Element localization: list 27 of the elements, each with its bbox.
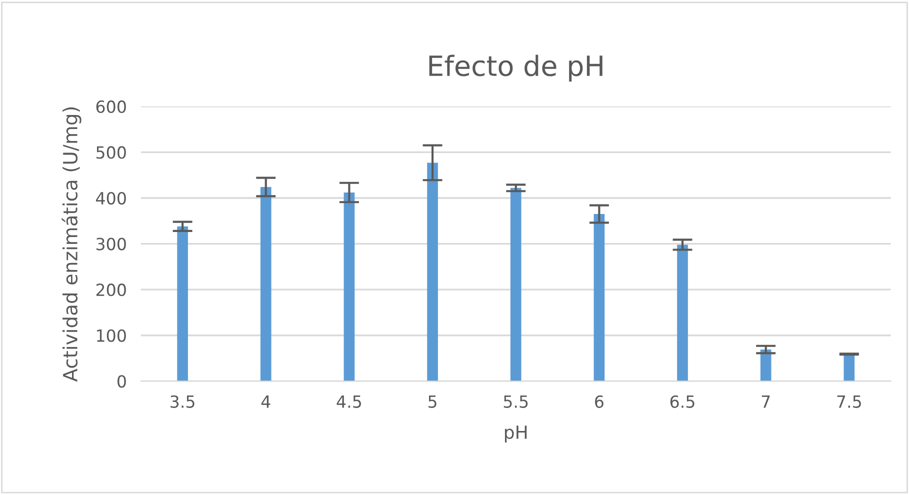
y-tick-label: 400 [96, 192, 126, 205]
y-tick-label: 100 [97, 329, 126, 342]
bar [177, 226, 188, 382]
bar [427, 162, 438, 382]
x-axis-title: pH [504, 426, 527, 443]
bar [344, 192, 355, 382]
y-tick-label: 600 [96, 100, 126, 113]
chart-title: Efecto de pH [429, 54, 602, 82]
x-tick-label: 4.5 [336, 396, 362, 408]
x-tick-label: 6.5 [670, 395, 694, 408]
y-tick-label: 0 [118, 375, 126, 388]
x-tick-label: 3.5 [170, 395, 194, 408]
x-tick-label: 7 [762, 396, 770, 408]
y-tick-label: 200 [96, 284, 126, 296]
x-tick-label: 4 [261, 396, 270, 408]
x-tick-label: 5.5 [504, 396, 528, 408]
bar [844, 354, 855, 382]
x-tick-label: 6 [595, 395, 604, 408]
bar [677, 244, 688, 382]
bar [510, 188, 522, 382]
bar [594, 214, 605, 382]
x-tick-label: 7.5 [837, 396, 861, 408]
x-tick-label: 5 [428, 396, 436, 408]
y-tick-label: 300 [96, 238, 126, 250]
y-tick-label: 500 [96, 146, 126, 159]
bar [260, 187, 272, 382]
y-axis-title: Actividad enzimática (U/mg) [62, 107, 82, 382]
